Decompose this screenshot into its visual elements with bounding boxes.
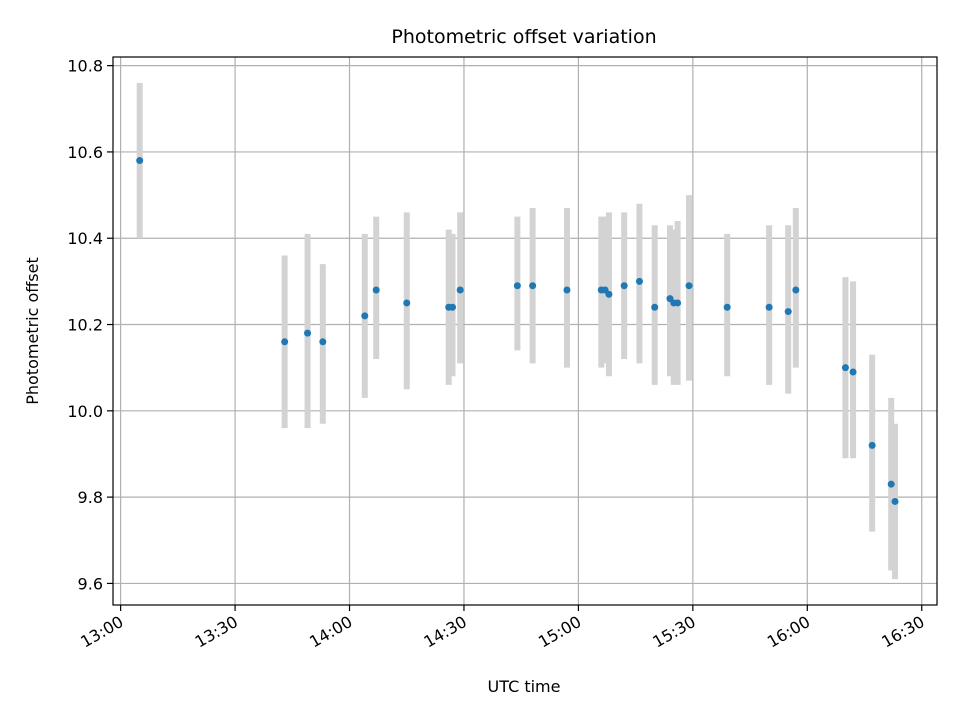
data-point	[319, 338, 327, 346]
y-tick-label: 10.4	[67, 229, 103, 248]
x-tick-label: 13:30	[192, 612, 241, 652]
data-point	[651, 303, 659, 311]
data-point	[674, 299, 682, 307]
data-point	[529, 282, 537, 290]
data-point	[372, 286, 380, 294]
data-point	[456, 286, 464, 294]
data-point	[784, 308, 792, 316]
data-point	[841, 364, 849, 372]
x-tick-label: 15:30	[649, 612, 698, 652]
data-point	[792, 286, 800, 294]
data-point	[136, 157, 144, 165]
data-point	[605, 290, 613, 298]
x-axis-label: UTC time	[488, 677, 561, 696]
data-point	[281, 338, 289, 346]
y-tick-label: 9.6	[78, 574, 103, 593]
plot-frame	[112, 56, 938, 606]
x-tick-label: 14:00	[306, 612, 355, 652]
y-tick-label: 9.8	[78, 488, 103, 507]
y-tick-label: 10.2	[67, 316, 103, 335]
data-point	[513, 282, 521, 290]
data-point	[361, 312, 369, 320]
data-point	[563, 286, 571, 294]
y-axis-label: Photometric offset	[23, 257, 42, 405]
data-point	[635, 277, 643, 285]
x-tick-label: 15:00	[535, 612, 584, 652]
data-point	[723, 303, 731, 311]
x-tick-label: 16:30	[878, 612, 927, 652]
y-tick-label: 10.0	[67, 402, 103, 421]
chart-title: Photometric offset variation	[391, 26, 656, 48]
data-point	[685, 282, 693, 290]
data-points	[136, 157, 899, 505]
x-tick-label: 13:00	[77, 612, 126, 652]
y-axis-ticks: 9.6 9.8 10.0 10.2 10.4 10.6 10.8	[67, 57, 113, 593]
data-point	[304, 329, 312, 337]
data-point	[449, 303, 457, 311]
data-point	[620, 282, 628, 290]
grid-lines	[113, 57, 937, 605]
x-tick-label: 14:30	[421, 612, 470, 652]
y-tick-label: 10.8	[67, 57, 103, 76]
data-point	[891, 497, 899, 505]
x-tick-label: 16:00	[764, 612, 813, 652]
x-axis-ticks: 13:00 13:30 14:00 14:30 15:00 15:30 16:00 16:30	[77, 605, 928, 652]
data-point	[403, 299, 411, 307]
data-point	[887, 480, 895, 488]
error-bars	[136, 82, 899, 580]
y-tick-label: 10.6	[67, 143, 103, 162]
data-point	[765, 303, 773, 311]
data-point	[849, 368, 857, 376]
data-point	[868, 441, 876, 449]
